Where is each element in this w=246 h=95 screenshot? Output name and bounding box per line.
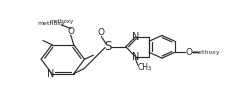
Text: N: N — [47, 69, 55, 79]
Text: S: S — [104, 40, 112, 53]
Text: CH₃: CH₃ — [138, 63, 152, 72]
Text: O: O — [67, 27, 74, 36]
Text: methoxy: methoxy — [37, 21, 65, 26]
Text: O: O — [185, 48, 193, 57]
Text: methoxy: methoxy — [193, 50, 220, 55]
Text: O: O — [98, 28, 105, 37]
Text: N: N — [132, 52, 139, 62]
Text: N: N — [132, 32, 139, 42]
Text: methoxy: methoxy — [49, 19, 74, 25]
